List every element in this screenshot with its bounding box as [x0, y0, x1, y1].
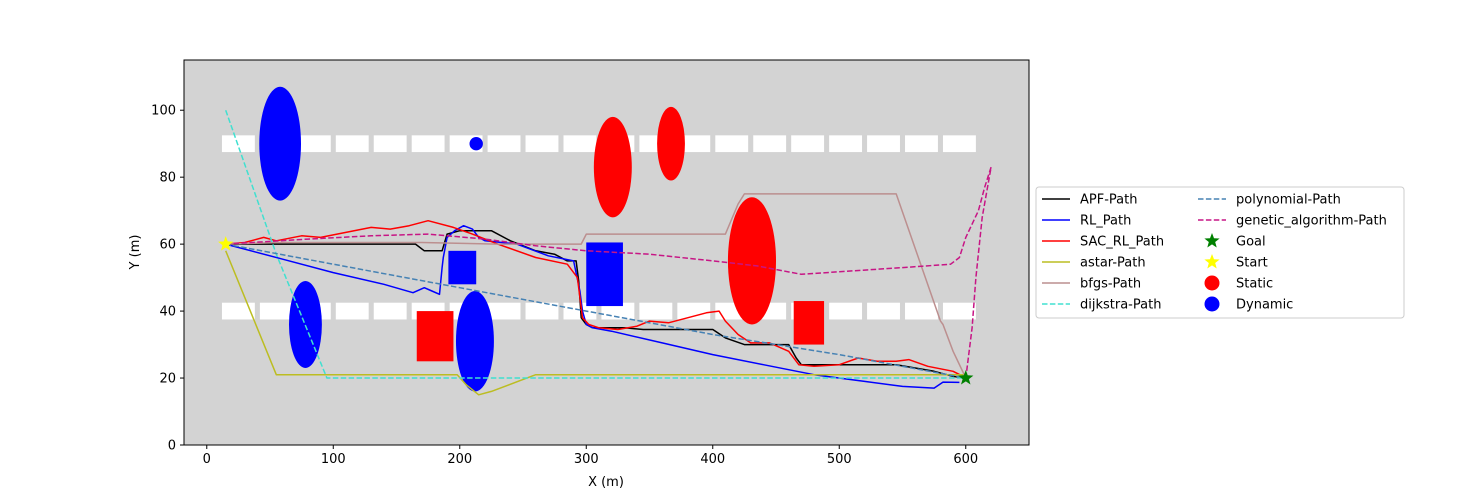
legend-static-circle-icon — [1204, 275, 1220, 291]
lane-dash — [335, 135, 369, 153]
lane-dash — [563, 302, 597, 320]
lane-dash — [525, 302, 559, 320]
lane-dash — [791, 135, 825, 153]
polynomial-path-line — [225, 243, 966, 379]
dynamic-obstacle — [288, 280, 322, 369]
legend-dynamic-circle-icon — [1204, 296, 1220, 312]
lane-dash — [942, 135, 976, 153]
static-obstacle — [657, 106, 685, 181]
legend-label-polynomial-path: polynomial-Path — [1236, 193, 1341, 208]
lane-dash — [221, 302, 255, 320]
legend-label-start: Start — [1236, 256, 1268, 271]
x-tick-label: 0 — [203, 452, 211, 467]
apf-path-line — [225, 229, 966, 379]
y-tick-label: 20 — [159, 372, 176, 387]
y-tick-label: 60 — [159, 238, 176, 253]
lane-dash — [563, 135, 597, 153]
y-axis-label: Y (m) — [128, 235, 143, 271]
legend-label-bfgs-path: bfgs-Path — [1080, 277, 1141, 292]
lane-dash — [715, 135, 749, 153]
y-tick-label: 100 — [151, 104, 176, 119]
lane-dash — [373, 302, 407, 320]
x-tick-label: 600 — [953, 452, 978, 467]
legend-label-static: Static — [1236, 277, 1273, 292]
lane-dash — [639, 302, 673, 320]
x-tick-label: 300 — [574, 452, 599, 467]
x-tick-label: 400 — [700, 452, 725, 467]
lane-dash — [487, 302, 521, 320]
legend-box — [1035, 186, 1405, 319]
lane-dash — [829, 135, 863, 153]
dynamic-obstacle — [469, 137, 483, 151]
static-obstacle — [793, 301, 825, 345]
y-tick-label: 80 — [159, 171, 176, 186]
lane-dash — [829, 302, 863, 320]
lane-dash — [297, 135, 331, 153]
legend: APF-Path RL_Path SAC_RL_Path astar-Path bfgs… — [1035, 186, 1405, 319]
x-tick-label: 100 — [321, 452, 346, 467]
lane-dash — [905, 135, 938, 153]
y-tick-label: 40 — [159, 305, 176, 320]
legend-start-star-icon — [1204, 254, 1220, 269]
y-tick-label: 0 — [168, 439, 176, 454]
dynamic-obstacle — [455, 291, 494, 392]
lane-dash — [487, 135, 521, 153]
sac-rl-path-line — [225, 219, 964, 378]
legend-label-dynamic: Dynamic — [1236, 298, 1293, 313]
lane-dash — [411, 135, 445, 153]
bfgs-path-line — [225, 193, 967, 379]
lane-dash — [221, 135, 255, 153]
astar-path-line — [225, 250, 966, 396]
lane-dash — [905, 302, 938, 320]
lane-dash — [753, 135, 787, 153]
static-obstacle — [416, 311, 454, 362]
y-axis-ticks: 0 20 40 60 80 100 — [151, 104, 184, 454]
x-axis-label: X (m) — [588, 475, 624, 490]
static-obstacle — [593, 116, 632, 218]
legend-label-sac-rl-path: SAC_RL_Path — [1080, 235, 1164, 250]
lane-dash — [335, 302, 369, 320]
legend-label-rl-path: RL_Path — [1080, 214, 1131, 229]
dynamic-obstacle — [259, 86, 302, 201]
legend-label-dijkstra-path: dijkstra-Path — [1080, 298, 1161, 313]
dijkstra-path-line — [224, 109, 966, 379]
legend-label-astar-path: astar-Path — [1080, 256, 1146, 271]
static-obstacle — [727, 197, 777, 325]
path-lines — [224, 109, 992, 396]
lane-dash — [942, 302, 976, 320]
x-tick-label: 500 — [827, 452, 852, 467]
legend-goal-star-icon — [1204, 233, 1220, 248]
lane-dash — [677, 135, 711, 153]
dynamic-obstacle — [448, 250, 477, 285]
start-star-icon — [218, 236, 234, 251]
x-axis-ticks: 0 100 200 300 400 500 600 — [203, 445, 978, 467]
x-tick-label: 200 — [447, 452, 472, 467]
start-goal-markers — [218, 236, 974, 385]
lane-dash — [373, 135, 407, 153]
goal-star-icon — [958, 370, 974, 385]
plot-frame — [183, 59, 1030, 446]
lane-dash — [867, 135, 900, 153]
lane-dash — [525, 135, 559, 153]
lane-dash — [259, 302, 293, 320]
lane-dash — [677, 302, 711, 320]
legend-label-genetic-algorithm-path: genetic_algorithm-Path — [1236, 214, 1387, 229]
legend-label-goal: Goal — [1236, 235, 1266, 250]
legend-label-apf-path: APF-Path — [1080, 193, 1137, 208]
obstacles — [259, 86, 825, 392]
lane-dash — [867, 302, 900, 320]
genetic-algorithm-path-line — [225, 166, 992, 379]
